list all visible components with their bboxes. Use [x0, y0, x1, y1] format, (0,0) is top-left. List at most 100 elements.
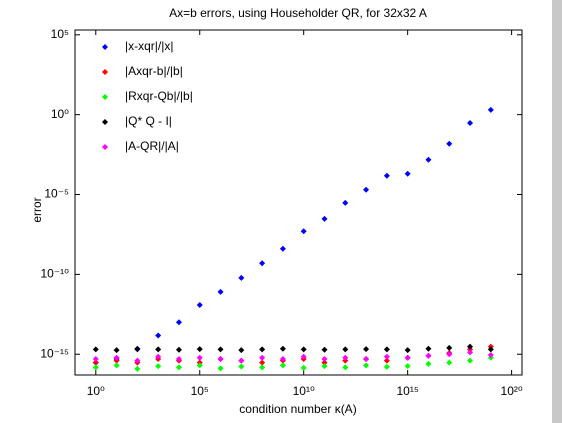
point — [383, 346, 390, 353]
y-axis-label: error — [30, 197, 44, 222]
point — [321, 346, 328, 353]
legend-label: |Axqr-b|/|b| — [125, 64, 183, 78]
point — [425, 360, 432, 367]
point — [425, 156, 432, 163]
point — [134, 357, 141, 364]
point — [175, 356, 182, 363]
point — [134, 345, 141, 352]
point — [446, 140, 453, 147]
point — [92, 346, 99, 353]
legend-marker — [102, 69, 108, 75]
x-tick-label: 10⁵ — [191, 384, 209, 398]
plot-frame — [74, 29, 523, 376]
point — [383, 172, 390, 179]
point — [92, 356, 99, 363]
point — [487, 346, 494, 353]
chart-title: Ax=b errors, using Householder QR, for 3… — [169, 6, 427, 20]
point — [238, 357, 245, 364]
point — [342, 346, 349, 353]
x-tick-label: 10²⁰ — [501, 384, 523, 398]
point — [342, 354, 349, 361]
point — [196, 302, 203, 309]
point — [155, 353, 162, 360]
point — [92, 364, 99, 371]
point — [321, 359, 328, 366]
point — [425, 345, 432, 352]
point — [259, 364, 266, 371]
x-axis-label: condition number κ(A) — [239, 402, 356, 416]
x-tick-label: 10⁰ — [87, 384, 105, 398]
point — [259, 260, 266, 267]
point — [342, 364, 349, 371]
x-tick-label: 10¹⁰ — [293, 384, 315, 398]
point — [404, 347, 411, 354]
point — [155, 363, 162, 370]
point — [300, 353, 307, 360]
point — [279, 245, 286, 252]
legend-marker — [102, 44, 108, 50]
point — [175, 319, 182, 326]
point — [196, 354, 203, 361]
point — [383, 353, 390, 360]
point — [425, 352, 432, 359]
legend-marker — [102, 119, 108, 125]
point — [383, 357, 390, 364]
y-tick-label: 10⁵ — [51, 27, 69, 41]
legend-label: |x-xqr|/|x| — [125, 39, 173, 53]
point — [404, 363, 411, 370]
point — [487, 351, 494, 358]
point — [175, 364, 182, 371]
window-edge — [552, 0, 562, 423]
point — [238, 363, 245, 370]
point — [300, 364, 307, 371]
point — [321, 215, 328, 222]
point — [217, 356, 224, 363]
point — [217, 365, 224, 372]
legend-label: |Q* Q - I| — [125, 114, 172, 128]
point — [363, 362, 370, 369]
point — [259, 354, 266, 361]
point — [259, 359, 266, 366]
point — [196, 346, 203, 353]
legend-label: |A-QR|/|A| — [125, 139, 179, 153]
point — [342, 199, 349, 206]
point — [467, 349, 474, 356]
point — [467, 343, 474, 350]
point — [279, 362, 286, 369]
point — [279, 356, 286, 363]
point — [134, 365, 141, 372]
point — [363, 346, 370, 353]
point — [113, 362, 120, 369]
point — [321, 363, 328, 370]
y-tick-label: 10⁻¹⁰ — [41, 267, 70, 281]
point — [113, 354, 120, 361]
legend-marker — [102, 144, 108, 150]
point — [363, 356, 370, 363]
point — [196, 362, 203, 369]
point — [467, 120, 474, 127]
point — [383, 363, 390, 370]
point — [446, 344, 453, 351]
legend-label: |Rxqr-Qb|/|b| — [125, 89, 193, 103]
point — [155, 332, 162, 339]
point — [175, 346, 182, 353]
point — [487, 106, 494, 113]
point — [217, 288, 224, 295]
point — [238, 347, 245, 354]
point — [238, 274, 245, 281]
point — [259, 346, 266, 353]
point — [446, 351, 453, 358]
point — [92, 359, 99, 366]
point — [113, 347, 120, 354]
point — [321, 356, 328, 363]
point — [404, 170, 411, 177]
point — [217, 346, 224, 353]
point — [300, 346, 307, 353]
point — [467, 357, 474, 364]
point — [404, 354, 411, 361]
y-tick-label: 10⁰ — [51, 107, 69, 121]
y-tick-label: 10⁻⁵ — [44, 187, 69, 201]
point — [446, 359, 453, 366]
x-tick-label: 10¹⁵ — [396, 384, 418, 398]
point — [300, 228, 307, 235]
